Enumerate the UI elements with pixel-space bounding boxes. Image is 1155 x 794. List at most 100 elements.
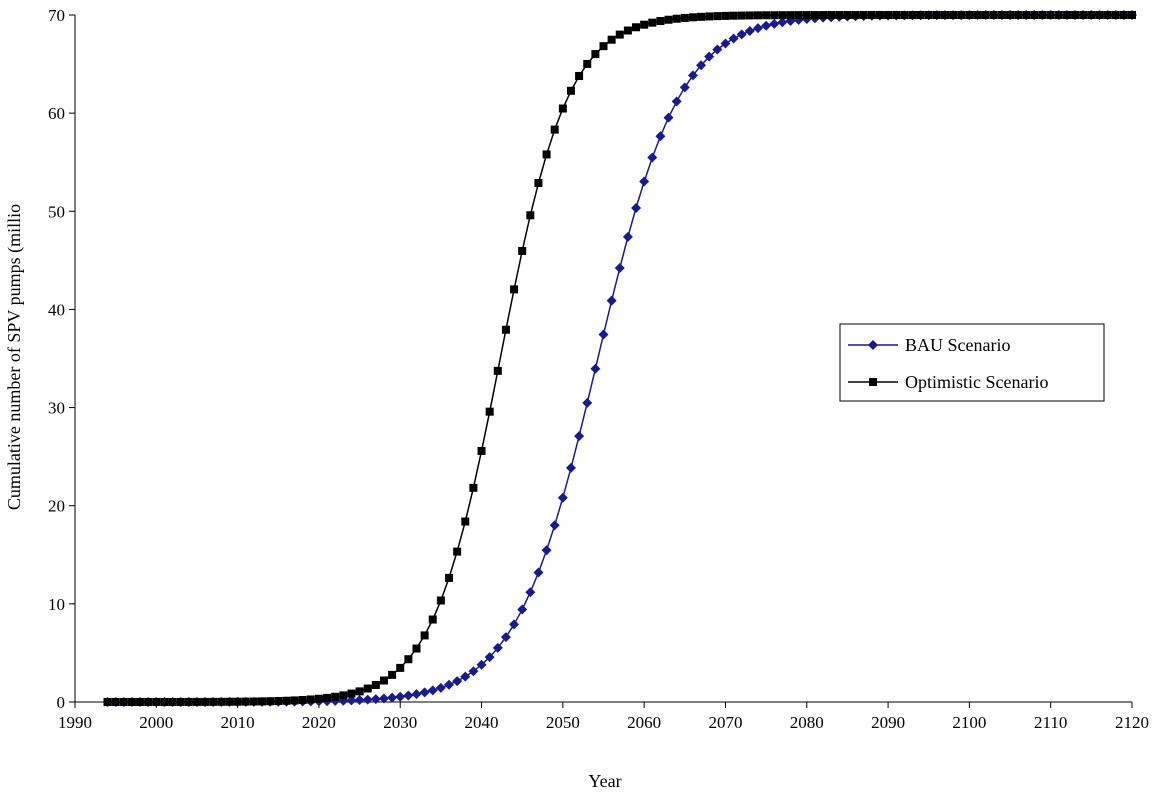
series-optimistic — [103, 11, 1136, 706]
data-point — [932, 11, 941, 20]
y-tick-label: 70 — [48, 6, 65, 25]
data-point — [565, 462, 576, 473]
legend-marker-optimistic — [869, 378, 877, 386]
data-point — [347, 689, 356, 698]
data-point — [509, 619, 520, 630]
y-tick-label: 30 — [48, 399, 65, 418]
data-point — [940, 11, 949, 20]
data-point — [884, 11, 893, 20]
data-point — [144, 697, 153, 706]
x-tick-label: 2090 — [871, 713, 905, 732]
data-point — [655, 131, 666, 142]
x-tick-label: 1990 — [58, 713, 92, 732]
data-point — [395, 691, 406, 702]
data-point — [671, 96, 682, 107]
data-point — [346, 695, 357, 706]
data-point — [339, 691, 348, 700]
data-point — [729, 11, 738, 20]
data-point — [217, 697, 226, 706]
data-point — [981, 11, 990, 20]
data-point — [1030, 11, 1039, 20]
data-point — [290, 696, 299, 705]
data-point — [453, 547, 462, 556]
data-point — [314, 694, 323, 703]
data-point — [810, 11, 819, 20]
x-tick-label: 2120 — [1115, 713, 1149, 732]
data-point — [1111, 11, 1120, 20]
data-point — [103, 697, 112, 706]
data-point — [485, 407, 494, 416]
data-point — [762, 11, 771, 20]
data-point — [412, 644, 421, 653]
data-point — [663, 112, 674, 123]
data-point — [362, 694, 373, 705]
y-tick-label: 20 — [48, 497, 65, 516]
data-point — [152, 697, 161, 706]
legend: BAU Scenario Optimistic Scenario — [839, 323, 1105, 402]
data-point — [753, 11, 762, 20]
y-tick-label: 0 — [57, 693, 66, 712]
data-point — [949, 11, 958, 20]
data-point — [778, 11, 787, 20]
x-tick-label: 2100 — [952, 713, 986, 732]
data-point — [622, 231, 633, 242]
data-point — [370, 694, 381, 705]
data-point — [867, 11, 876, 20]
data-point — [745, 11, 754, 20]
data-point — [192, 697, 201, 706]
data-point — [704, 51, 715, 62]
data-point — [761, 20, 772, 31]
data-point — [997, 11, 1006, 20]
data-point — [656, 17, 665, 26]
data-point — [606, 295, 617, 306]
data-point — [469, 483, 478, 492]
data-point — [1128, 11, 1136, 20]
data-point — [176, 697, 185, 706]
data-point — [225, 697, 234, 706]
y-axis-title: Cumulative number of SPV pumps (millio — [4, 204, 25, 510]
data-point — [989, 11, 998, 20]
data-point — [737, 11, 746, 20]
data-point — [378, 693, 389, 704]
data-point — [607, 35, 616, 44]
data-point — [744, 25, 755, 36]
data-point — [794, 11, 803, 20]
data-point — [1038, 11, 1047, 20]
x-tick-label: 2010 — [221, 713, 255, 732]
data-point — [542, 150, 551, 159]
data-point — [973, 11, 982, 20]
data-point — [965, 11, 974, 20]
data-point — [688, 13, 697, 22]
data-point — [720, 38, 731, 49]
data-point — [777, 17, 788, 28]
data-point — [411, 689, 422, 700]
data-point — [557, 492, 568, 503]
data-point — [274, 697, 283, 706]
data-point — [436, 596, 445, 605]
y-axis: 0 10 20 30 40 50 60 70 — [48, 6, 76, 712]
y-tick-label: 60 — [48, 104, 65, 123]
data-point — [396, 663, 405, 672]
data-point — [582, 397, 593, 408]
data-point — [957, 11, 966, 20]
data-point — [445, 573, 454, 582]
data-point — [1054, 11, 1063, 20]
data-point — [420, 631, 429, 640]
data-point — [679, 82, 690, 93]
data-point — [672, 14, 681, 23]
data-point — [819, 11, 828, 20]
data-point — [363, 684, 372, 693]
data-point — [575, 72, 584, 81]
data-point — [1095, 11, 1104, 20]
data-point — [647, 152, 658, 163]
x-tick-label: 2110 — [1034, 713, 1067, 732]
data-point — [517, 604, 528, 615]
data-point — [736, 29, 747, 40]
data-point — [648, 18, 657, 27]
y-tick-label: 40 — [48, 300, 65, 319]
data-point — [1062, 11, 1071, 20]
data-point — [427, 685, 438, 696]
data-point — [387, 692, 398, 703]
data-point — [1006, 11, 1015, 20]
